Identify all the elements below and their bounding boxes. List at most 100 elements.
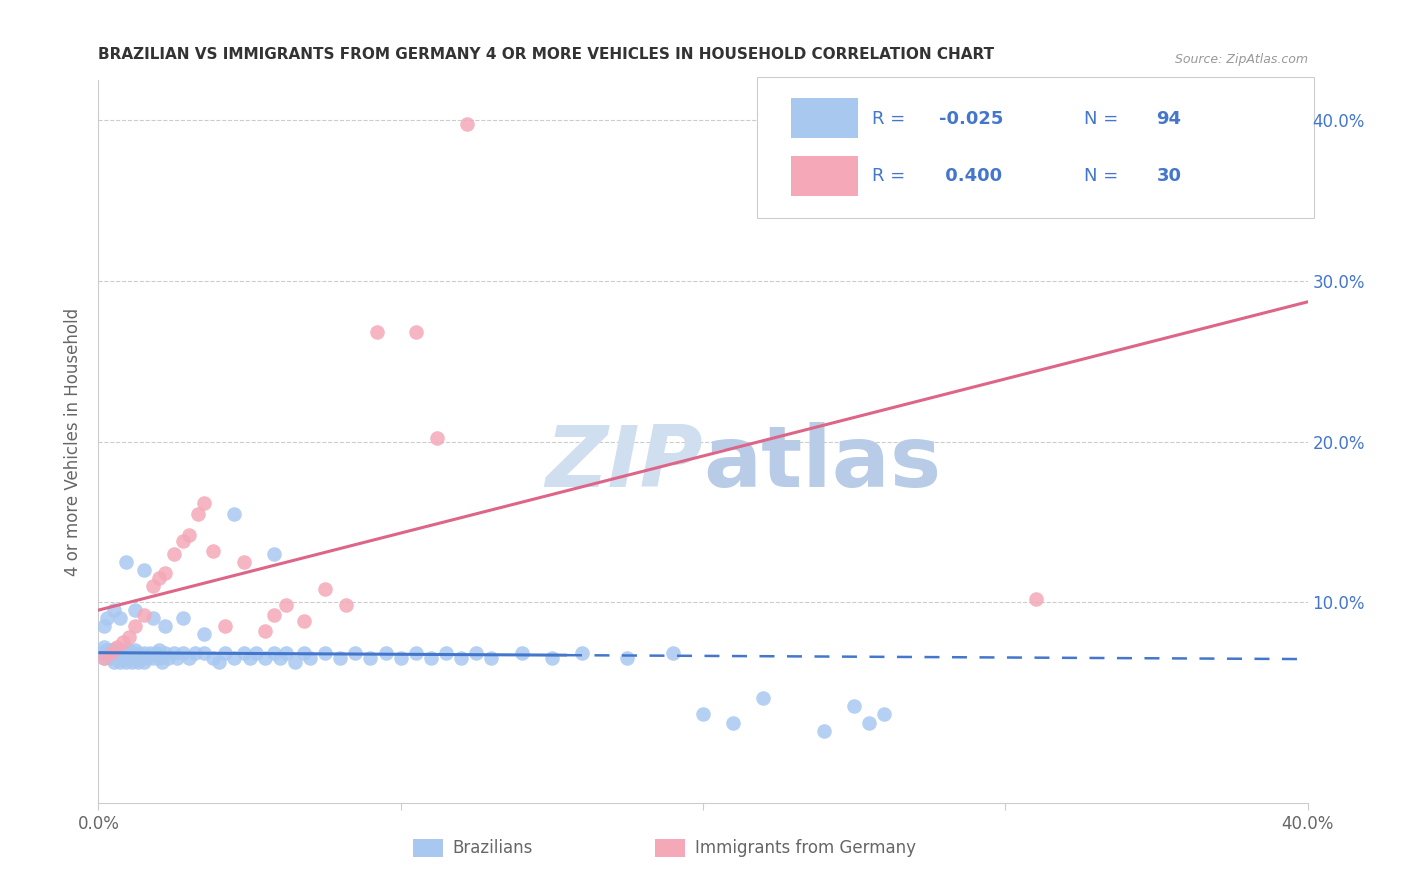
Point <box>100 647 122 661</box>
Point <box>142 579 165 593</box>
Point <box>661 647 683 661</box>
Point <box>426 431 449 445</box>
Point <box>90 647 112 661</box>
Bar <box>413 838 443 857</box>
Point <box>135 651 157 665</box>
Point <box>193 627 215 641</box>
Point <box>96 647 118 661</box>
Point <box>145 647 167 661</box>
Point <box>148 571 170 585</box>
Point <box>481 651 503 665</box>
Text: 94: 94 <box>1157 110 1181 128</box>
Point <box>374 647 396 661</box>
Point <box>156 651 179 665</box>
Point <box>405 647 427 661</box>
Point <box>208 655 231 669</box>
Point <box>150 655 173 669</box>
Point <box>127 655 149 669</box>
Point <box>214 647 236 661</box>
Point <box>142 611 165 625</box>
Point <box>284 655 307 669</box>
Point <box>114 555 136 569</box>
Point <box>844 699 866 714</box>
Point <box>1152 158 1174 172</box>
Point <box>103 641 125 656</box>
Point <box>93 651 115 665</box>
Point <box>179 527 201 541</box>
Point <box>153 566 176 581</box>
Point <box>172 611 194 625</box>
Point <box>389 651 412 665</box>
Text: Brazilians: Brazilians <box>453 839 533 857</box>
Point <box>118 631 141 645</box>
Point <box>108 611 131 625</box>
Text: N =: N = <box>1084 110 1123 128</box>
Text: atlas: atlas <box>703 422 941 505</box>
Point <box>93 651 115 665</box>
Point <box>292 615 315 629</box>
Point <box>96 643 118 657</box>
Point <box>111 643 134 657</box>
Bar <box>655 838 685 857</box>
Point <box>329 651 352 665</box>
Point <box>103 655 125 669</box>
Point <box>344 647 367 661</box>
Point <box>111 635 134 649</box>
FancyBboxPatch shape <box>758 77 1313 218</box>
Point <box>148 651 170 665</box>
Point <box>118 643 141 657</box>
Point <box>105 640 128 654</box>
Bar <box>792 156 858 196</box>
Point <box>100 651 122 665</box>
Point <box>224 507 246 521</box>
Point <box>118 651 141 665</box>
Point <box>148 643 170 657</box>
Point <box>124 619 146 633</box>
Bar <box>792 98 858 138</box>
Point <box>127 647 149 661</box>
Text: 0.400: 0.400 <box>939 168 1002 186</box>
Point <box>405 326 427 340</box>
Point <box>465 647 488 661</box>
Point <box>105 645 128 659</box>
Point <box>129 651 152 665</box>
Point <box>114 655 136 669</box>
Point <box>124 643 146 657</box>
Point <box>360 651 382 665</box>
Point <box>510 647 533 661</box>
Point <box>263 547 285 561</box>
Point <box>214 619 236 633</box>
Point <box>172 647 194 661</box>
Point <box>105 651 128 665</box>
Point <box>263 647 285 661</box>
Point <box>124 603 146 617</box>
Point <box>179 651 201 665</box>
Point <box>456 117 478 131</box>
Point <box>124 651 146 665</box>
Point <box>434 647 457 661</box>
Text: ZIP: ZIP <box>546 422 703 505</box>
Point <box>96 611 118 625</box>
Point <box>263 607 285 622</box>
Point <box>813 723 835 738</box>
Text: Source: ZipAtlas.com: Source: ZipAtlas.com <box>1174 53 1308 66</box>
Point <box>616 651 638 665</box>
Point <box>103 648 125 662</box>
Text: R =: R = <box>872 168 911 186</box>
Point <box>420 651 443 665</box>
Point <box>187 507 209 521</box>
Point <box>202 651 225 665</box>
Point <box>752 691 775 706</box>
Text: BRAZILIAN VS IMMIGRANTS FROM GERMANY 4 OR MORE VEHICLES IN HOUSEHOLD CORRELATION: BRAZILIAN VS IMMIGRANTS FROM GERMANY 4 O… <box>98 47 994 62</box>
Point <box>93 619 115 633</box>
Point <box>121 647 143 661</box>
Point <box>139 647 162 661</box>
Point <box>114 647 136 661</box>
Point <box>132 647 155 661</box>
Point <box>202 543 225 558</box>
Point <box>274 599 297 613</box>
Text: Immigrants from Germany: Immigrants from Germany <box>695 839 915 857</box>
Text: N =: N = <box>1084 168 1123 186</box>
Point <box>1024 591 1046 606</box>
Point <box>245 647 267 661</box>
